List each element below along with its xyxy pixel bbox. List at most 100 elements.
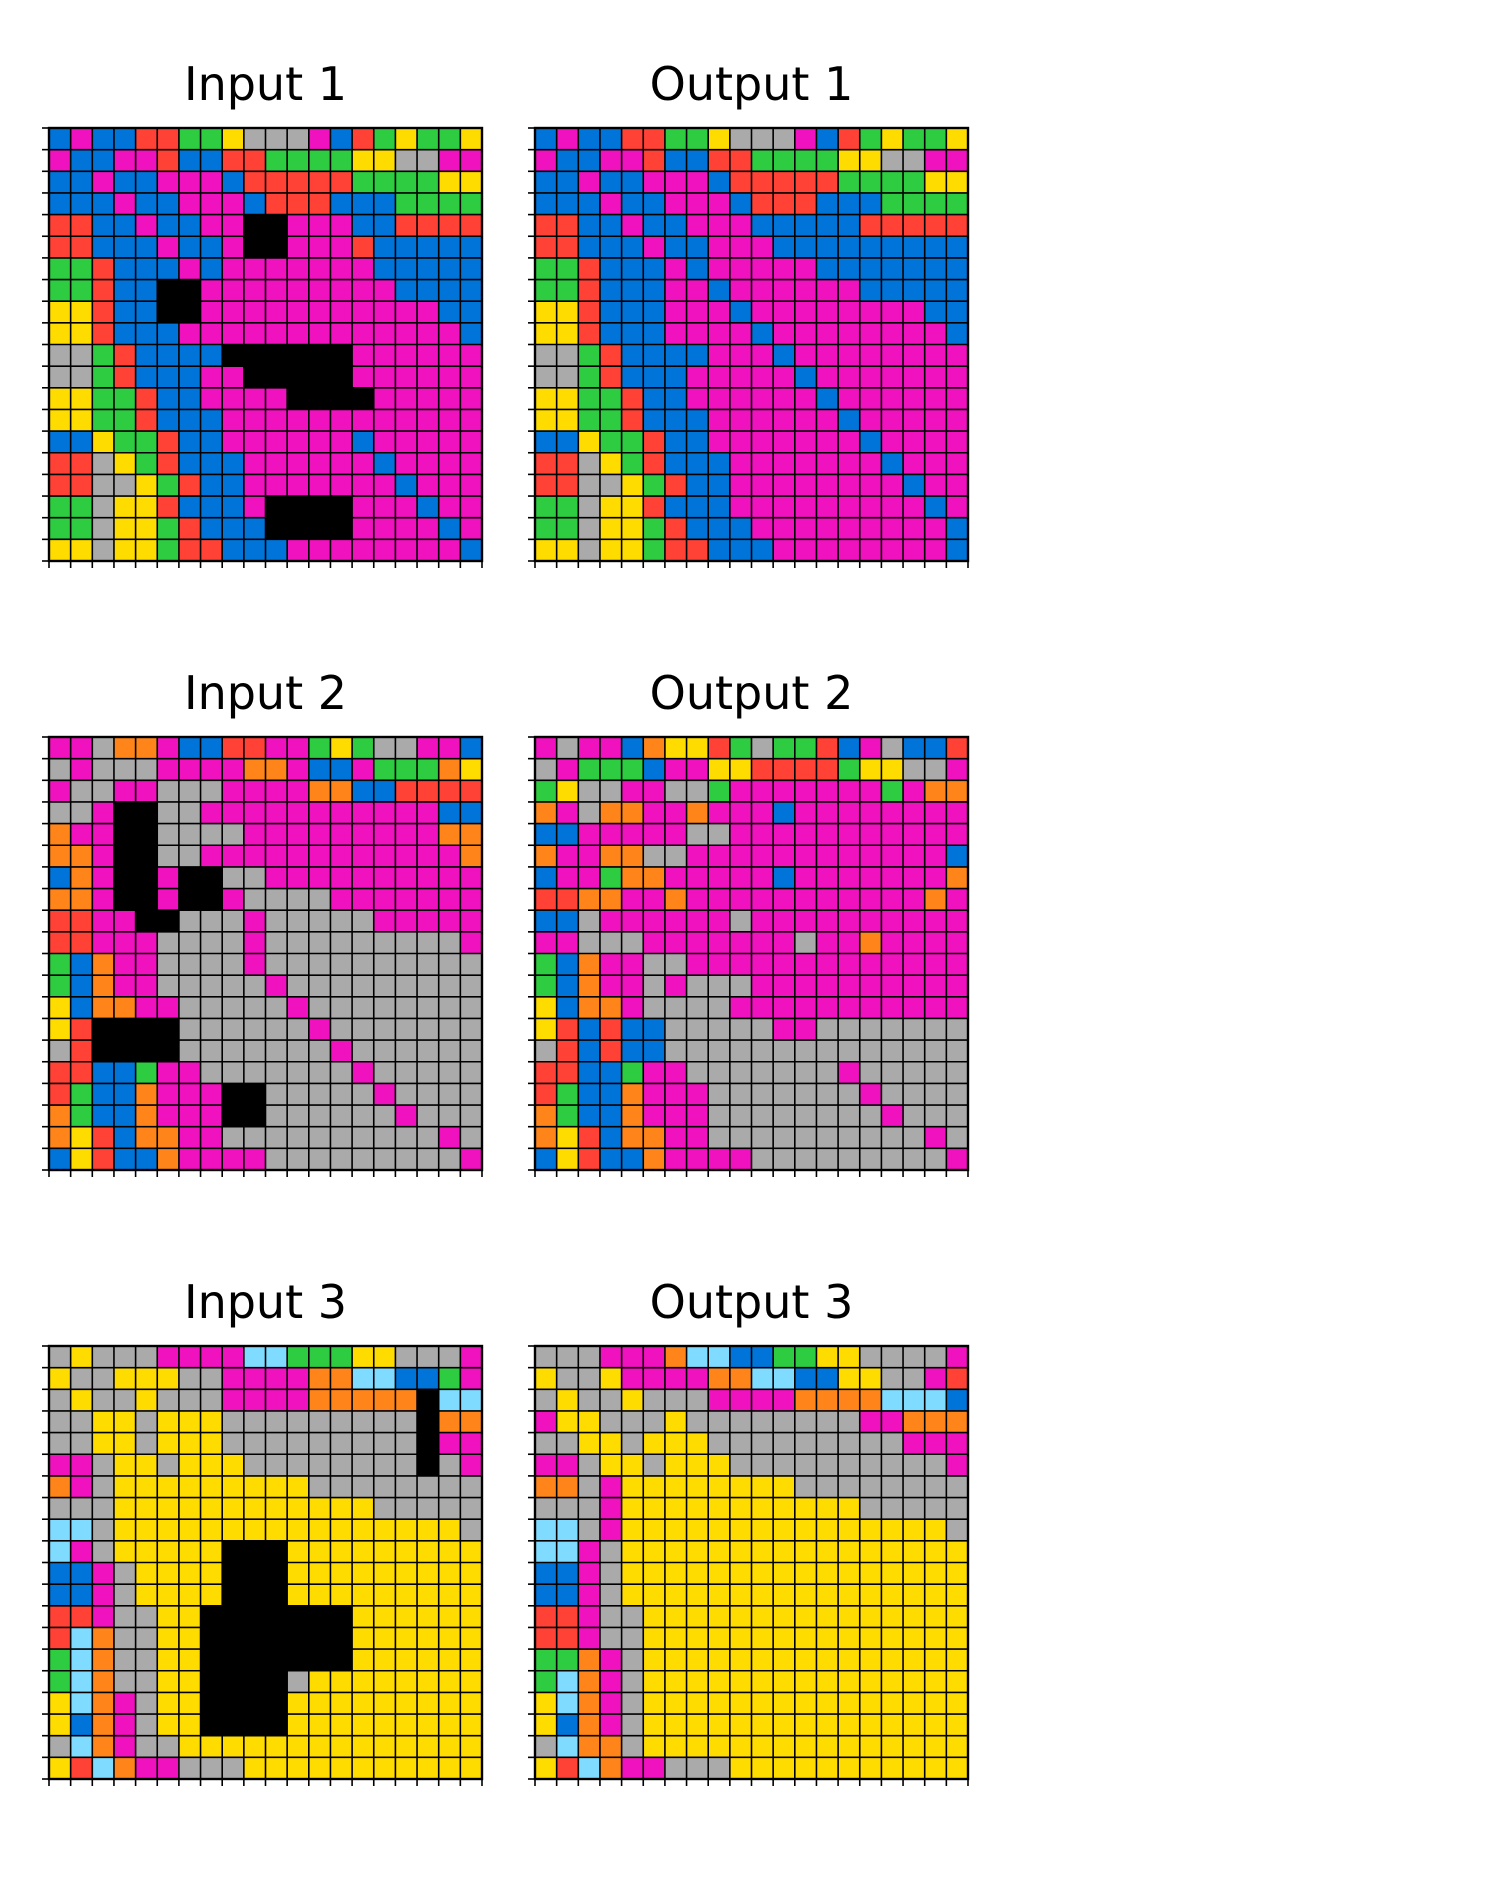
grid-cell <box>157 758 179 781</box>
grid-cell <box>708 1670 730 1693</box>
grid-cell <box>903 1126 925 1149</box>
grid-cell <box>686 1649 709 1671</box>
grid-cell <box>157 1519 179 1541</box>
grid-cell <box>881 1584 904 1606</box>
grid-cell <box>621 737 644 759</box>
grid-cell <box>708 344 730 367</box>
grid-cell <box>157 301 179 323</box>
grid-cell <box>243 845 266 867</box>
grid-cell <box>243 474 266 497</box>
grid-cell <box>373 1692 396 1715</box>
grid-cell <box>664 1367 687 1390</box>
grid-cell <box>352 1475 374 1498</box>
grid-cell <box>438 1346 461 1368</box>
grid-cell <box>708 758 730 781</box>
grid-cell <box>535 1497 557 1520</box>
grid-cell <box>729 344 752 367</box>
grid-cell <box>417 214 439 237</box>
grid-cell <box>643 1605 665 1628</box>
grid-cell <box>773 1475 795 1498</box>
grid-cell <box>924 387 947 410</box>
grid-cell <box>946 1649 968 1671</box>
grid-cell <box>794 845 817 867</box>
grid-cell <box>643 517 665 540</box>
grid-cell <box>535 1714 557 1736</box>
grid-cell <box>621 953 644 976</box>
grid-cell <box>729 1692 752 1715</box>
grid-cell <box>243 1735 266 1758</box>
grid-cell <box>859 975 882 997</box>
grid-cell <box>178 1105 201 1127</box>
grid-cell <box>751 366 774 388</box>
grid-cell <box>330 1627 353 1650</box>
grid-cell <box>135 1432 158 1455</box>
grid-cell <box>178 1605 201 1628</box>
grid-cell <box>686 214 709 237</box>
grid-cell <box>460 322 482 345</box>
grid-cell <box>859 517 882 540</box>
grid-cell <box>222 236 244 258</box>
grid-cell <box>773 517 795 540</box>
grid-cell <box>924 539 947 561</box>
grid-cell <box>621 1432 644 1455</box>
grid-cell <box>664 888 687 911</box>
grid-cell <box>330 1410 353 1433</box>
grid-cell <box>556 431 579 453</box>
grid-cell <box>395 1735 418 1758</box>
panel-output-1: Output 1 <box>528 57 970 568</box>
grid-cell <box>599 1714 622 1736</box>
grid-cell <box>773 1389 795 1411</box>
grid-cell <box>708 953 730 976</box>
grid-cell <box>903 1584 925 1606</box>
grid-cell <box>729 975 752 997</box>
grid-cell <box>838 845 860 867</box>
grid-cell <box>729 1540 752 1563</box>
grid-cell <box>178 322 201 345</box>
grid-cell <box>578 1670 600 1693</box>
grid-cell <box>352 539 374 561</box>
grid-cell <box>438 1083 461 1106</box>
grid-cell <box>816 1018 839 1041</box>
grid-cell <box>135 1692 158 1715</box>
grid-cell <box>70 257 93 280</box>
grid-cell <box>578 474 600 497</box>
grid-cell <box>157 257 179 280</box>
panel-frame <box>47 735 484 1172</box>
grid-cell <box>352 931 374 954</box>
grid-cell <box>113 431 136 453</box>
grid-cell <box>578 975 600 997</box>
grid-cell <box>686 1692 709 1715</box>
grid-cell <box>330 1714 353 1736</box>
grid-cell <box>838 344 860 367</box>
grid-cell <box>838 1584 860 1606</box>
grid-cell <box>243 387 266 410</box>
grid-cell <box>113 1497 136 1520</box>
grid-cell <box>113 888 136 911</box>
grid-cell <box>838 1605 860 1628</box>
grid-cell <box>92 128 114 150</box>
grid-cell <box>686 823 709 846</box>
grid-cell <box>373 1627 396 1650</box>
grid-cell <box>417 1346 439 1368</box>
grid-cell <box>924 1692 947 1715</box>
grid-cell <box>903 866 925 889</box>
grid-cell <box>924 1018 947 1041</box>
grid-cell <box>751 1432 774 1455</box>
grid-cell <box>460 1148 482 1170</box>
grid-cell <box>643 1018 665 1041</box>
grid-cell <box>556 1367 579 1390</box>
grid-cell <box>135 1757 158 1779</box>
grid-cell <box>729 192 752 215</box>
grid-cell <box>92 171 114 193</box>
grid-cell <box>838 1061 860 1084</box>
grid-cell <box>578 431 600 453</box>
grid-cell <box>178 888 201 911</box>
grid-cell <box>664 1562 687 1585</box>
grid-cell <box>417 452 439 475</box>
grid-cell <box>664 452 687 475</box>
grid-cell <box>773 192 795 215</box>
grid-cell <box>924 1061 947 1084</box>
grid-cell <box>773 257 795 280</box>
grid-cell <box>708 1584 730 1606</box>
grid-cell <box>578 888 600 911</box>
